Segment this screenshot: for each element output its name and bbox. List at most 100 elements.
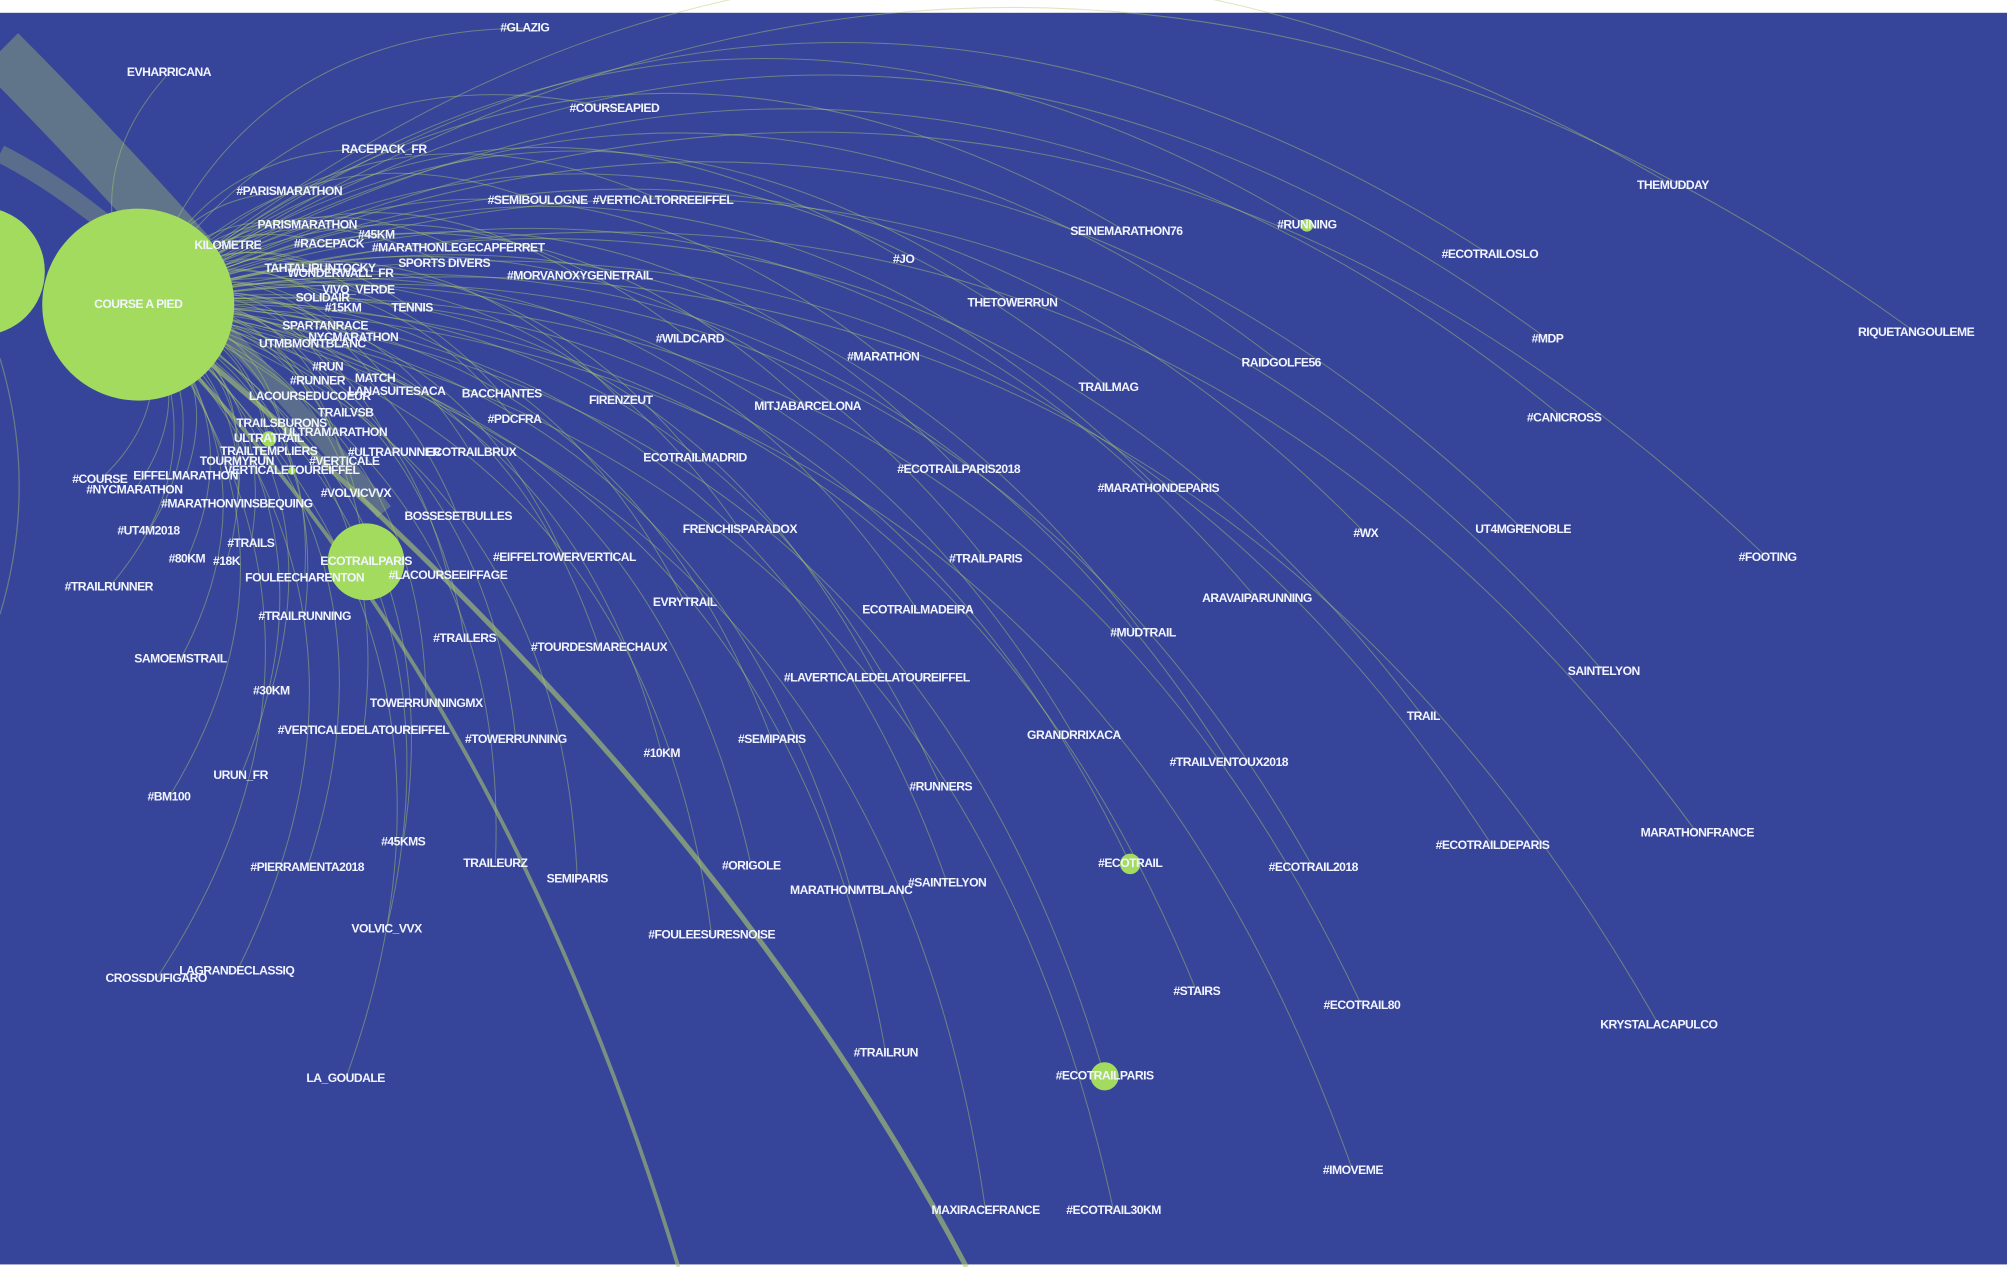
node-label: FRENCHISPARADOX xyxy=(683,522,798,536)
node-label: #VERTICALTORREEIFFEL xyxy=(593,193,735,207)
edge xyxy=(138,276,1660,1026)
node-circle xyxy=(287,467,296,475)
node-label: #80KM xyxy=(169,551,206,565)
edge xyxy=(138,188,1367,535)
edge xyxy=(138,255,986,560)
node-label: MAXIRACEFRANCE xyxy=(931,1203,1040,1217)
node-label: #MARATHONDEPARIS xyxy=(1098,481,1220,495)
node-label: #30KM xyxy=(253,683,290,697)
node-label: PARISMARATHON xyxy=(257,217,356,231)
node-label: TRAIL xyxy=(1407,709,1441,723)
edge xyxy=(138,304,948,884)
node-label: #ECOTRAILPARIS xyxy=(1056,1069,1154,1083)
node-label: #MDP xyxy=(1532,331,1564,345)
edge xyxy=(137,0,1674,305)
node-label: MATCH xyxy=(355,371,395,385)
node-label: BACCHANTES xyxy=(462,386,542,400)
node-label: #NYCMARATHON xyxy=(86,482,182,496)
edge xyxy=(138,231,960,471)
node-label: ECOTRAILPARIS xyxy=(320,554,412,568)
node-label: #TOWERRUNNING xyxy=(465,732,567,746)
node-label: MARATHONFRANCE xyxy=(1641,825,1755,839)
node-label: #MARATHONVINSBEQUING xyxy=(161,496,312,510)
node-circle xyxy=(261,431,277,447)
node-label: #18K xyxy=(213,554,241,568)
edge xyxy=(137,173,1109,389)
edge xyxy=(138,238,1424,717)
node-label: TRAILMAG xyxy=(1078,380,1138,394)
node-label: #GLAZIG xyxy=(500,20,549,34)
node-label: #TRAILRUNNING xyxy=(258,609,351,623)
edge xyxy=(138,304,713,936)
node-label: TRAILEURZ xyxy=(463,856,528,870)
node-label: MARATHONMTBLANC xyxy=(790,883,913,897)
edge xyxy=(138,283,1314,868)
node-label: #TRAILVENTOUX2018 xyxy=(1170,755,1289,769)
node-label: NYCMARATHON xyxy=(308,330,398,344)
edge xyxy=(138,284,1075,737)
edge xyxy=(0,358,20,615)
edge xyxy=(138,260,1493,847)
node-label: SEMIPARIS xyxy=(547,871,609,885)
edge xyxy=(137,41,1491,306)
node-label: #EIFFELTOWERVERTICAL xyxy=(493,550,637,564)
edge xyxy=(138,277,919,611)
node-label: #JO xyxy=(893,252,914,266)
node-label: #15KM xyxy=(325,301,362,315)
node-label: #45KM xyxy=(358,228,395,242)
node-label: VOLVIC_VVX xyxy=(351,921,422,935)
edge xyxy=(137,108,1565,419)
node-circle xyxy=(0,210,45,333)
edge xyxy=(138,198,1605,673)
node-label: #ORIGOLE xyxy=(722,859,781,873)
node-label: WONDERWALL_FR xyxy=(288,266,395,280)
node-label: KILOMETRE xyxy=(194,238,261,252)
node-label: #PDCFRA xyxy=(488,412,543,426)
edge xyxy=(138,227,1258,600)
node-label: #MORVANOXYGENETRAIL xyxy=(507,269,654,283)
node-label: #TRAILRUN xyxy=(854,1045,918,1059)
edge xyxy=(138,304,852,891)
node-label: THEMUDDAY xyxy=(1637,178,1709,192)
node-label: VIVO_VERDE xyxy=(322,283,395,297)
edge xyxy=(138,304,663,754)
node-label: ARAVAIPARUNNING xyxy=(1202,591,1312,605)
edge xyxy=(138,273,1230,764)
node-label: FOULEECHARENTON xyxy=(245,571,364,585)
node-label: ECOTRAILBRUX xyxy=(426,445,517,459)
canvas-background xyxy=(0,12,2007,1265)
node-label: #MUDTRAIL xyxy=(1110,626,1177,640)
node-label: TRAILTEMPLIERS xyxy=(220,444,318,458)
node-label: #SEMIPARIS xyxy=(738,732,806,746)
thick-edge xyxy=(203,356,969,1267)
node-label: #CANICROSS xyxy=(1527,411,1602,425)
edge xyxy=(138,304,578,880)
edge xyxy=(138,232,809,408)
edge xyxy=(138,231,1698,834)
node-label: GRANDRRIXACA xyxy=(1027,728,1121,742)
node-label: RACEPACK_FR xyxy=(341,142,427,156)
node-label: RAIDGOLFE56 xyxy=(1242,356,1322,370)
node-label: #PIERRAMENTA2018 xyxy=(250,860,364,874)
edge xyxy=(138,281,741,531)
node-label: #VERTICALEDELATOUREIFFEL xyxy=(278,723,451,737)
node-label: #RACEPACK xyxy=(294,237,365,251)
node-label: THETOWERRUN xyxy=(967,296,1057,310)
node-circle xyxy=(1090,1062,1119,1091)
node-label: ECOTRAILMADEIRA xyxy=(862,603,974,617)
node-label: SEINEMARATHON76 xyxy=(1070,224,1183,238)
edge xyxy=(138,304,1115,1211)
node-label: SAINTELYON xyxy=(1568,664,1640,678)
node-label: #WX xyxy=(1353,526,1378,540)
node-label: KRYSTALACAPULCO xyxy=(1600,1017,1717,1031)
node-label: ULTRATRAIL xyxy=(234,431,305,445)
node-label: LACOURSEDUCOEUR xyxy=(249,389,372,403)
node-label: COURSE A PIED xyxy=(94,297,183,311)
edge xyxy=(137,92,1127,305)
edge xyxy=(138,161,1524,531)
node-circle xyxy=(42,208,235,401)
node-label: #ECOTRAILOSLO xyxy=(1442,247,1539,261)
edge xyxy=(137,74,1548,340)
